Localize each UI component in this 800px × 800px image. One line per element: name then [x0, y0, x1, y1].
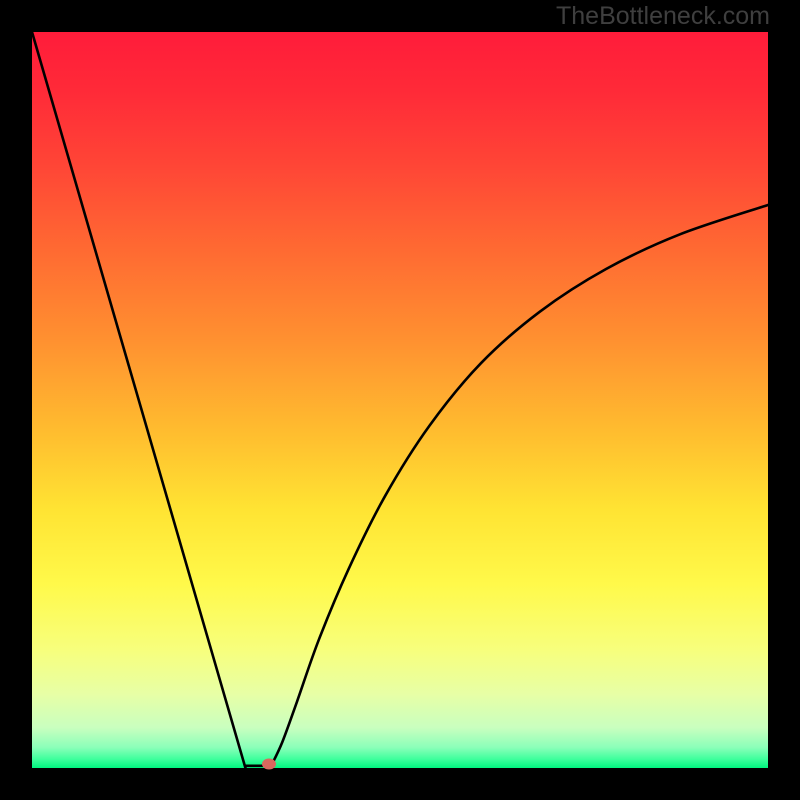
chart-frame: TheBottleneck.com	[0, 0, 800, 800]
plot-area	[32, 32, 768, 768]
watermark-text: TheBottleneck.com	[556, 2, 770, 31]
